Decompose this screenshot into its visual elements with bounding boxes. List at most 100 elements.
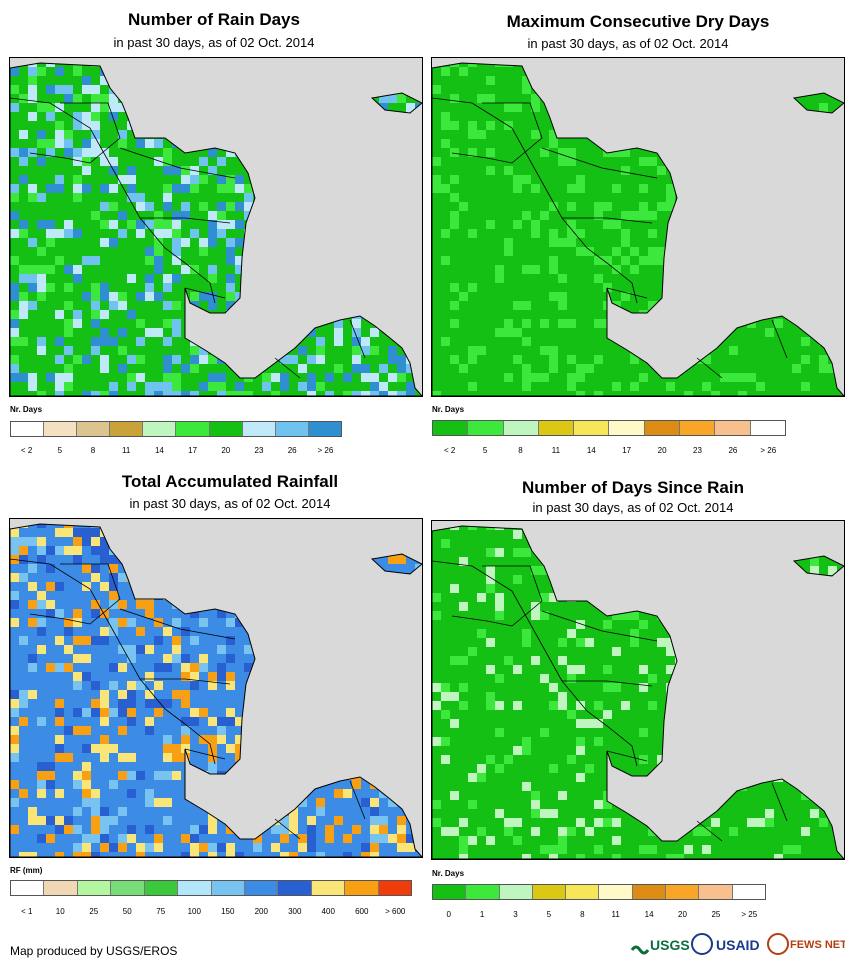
legend-label: 25 xyxy=(711,910,721,919)
legend-swatch xyxy=(433,421,469,435)
legend-swatch xyxy=(44,881,78,895)
legend-label: 200 xyxy=(254,907,268,916)
country-border xyxy=(451,565,543,627)
legend-label: 100 xyxy=(187,907,201,916)
legend-label: 5 xyxy=(57,446,63,455)
panel4-legend-title: Nr. Days xyxy=(432,869,465,878)
coastline xyxy=(10,62,422,396)
legend-label: 17 xyxy=(188,446,198,455)
country-border xyxy=(274,818,301,840)
legend-swatch xyxy=(538,421,575,435)
country-border xyxy=(119,147,236,179)
legend-swatch xyxy=(308,422,341,436)
legend-label: 20 xyxy=(657,446,667,455)
legend-label: 150 xyxy=(221,907,235,916)
panel1-title: Number of Rain Days xyxy=(128,10,300,29)
legend-swatch xyxy=(211,881,245,895)
legend-label: 14 xyxy=(644,910,654,919)
legend-label: 25 xyxy=(89,907,99,916)
usgs-logo-text: USGS xyxy=(650,937,690,953)
legend-swatch xyxy=(11,422,45,436)
legend-swatch xyxy=(278,881,312,895)
country-border xyxy=(274,357,301,379)
map-canvas xyxy=(432,62,844,396)
panel2-subtitle: in past 30 days, as of 02 Oct. 2014 xyxy=(527,36,729,51)
legend-swatch xyxy=(178,881,212,895)
legend-label: > 600 xyxy=(385,907,406,916)
country-border xyxy=(140,217,231,224)
legend-swatch xyxy=(599,885,633,899)
logos: USGS USAID FEWS NET xyxy=(630,930,847,960)
legend-swatch xyxy=(110,422,144,436)
legend-label: 26 xyxy=(287,446,297,455)
coastline xyxy=(432,62,844,396)
legend-swatch xyxy=(378,881,412,895)
legend-swatch xyxy=(499,885,533,899)
legend-swatch xyxy=(77,881,112,895)
map-canvas xyxy=(10,523,422,857)
legend-swatch xyxy=(77,422,111,436)
panel4-title: Number of Days Since Rain xyxy=(521,478,744,497)
legend-swatch xyxy=(732,885,765,899)
legend-label: > 26 xyxy=(317,446,334,455)
panel1-legend-labels: < 2 5 8 11 14 17 20 23 26 > 26 xyxy=(10,446,342,458)
legend-label: < 2 xyxy=(20,446,33,455)
legend-swatch xyxy=(666,885,700,899)
legend-swatch xyxy=(144,881,179,895)
credit-text: Map produced by USGS/EROS xyxy=(10,944,178,958)
panel2-title: Maximum Consecutive Dry Days xyxy=(506,12,770,31)
legend-swatch xyxy=(209,422,243,436)
country-border xyxy=(140,678,231,685)
country-border xyxy=(541,610,658,642)
legend-swatch xyxy=(566,885,600,899)
legend-swatch xyxy=(468,421,504,435)
panel1-subtitle: in past 30 days, as of 02 Oct. 2014 xyxy=(113,35,315,50)
country-border xyxy=(696,820,723,842)
legend-label: 10 xyxy=(55,907,65,916)
legend-label: 14 xyxy=(586,446,596,455)
country-border xyxy=(451,102,543,164)
legend-label: 8 xyxy=(518,446,523,455)
usaid-logo-text: USAID xyxy=(716,937,760,953)
legend-label: 0 xyxy=(446,910,451,919)
country-border xyxy=(696,357,723,379)
legend-label: 11 xyxy=(122,446,131,455)
legend-swatch xyxy=(44,422,78,436)
panel4-subtitle: in past 30 days, as of 02 Oct. 2014 xyxy=(532,500,734,515)
legend-swatch xyxy=(532,885,567,899)
legend-label: 11 xyxy=(611,910,620,919)
legend-swatch xyxy=(275,422,309,436)
country-border xyxy=(29,563,121,625)
legend-label: 20 xyxy=(678,910,687,919)
legend-label: < 2 xyxy=(444,446,456,455)
legend-label: < 1 xyxy=(21,907,33,916)
legend-label: 1 xyxy=(479,910,485,919)
panel4-legend-labels: 0 1 3 5 8 11 14 20 25 > 25 xyxy=(432,910,766,922)
country-border xyxy=(349,780,366,820)
legend-swatch xyxy=(750,421,785,435)
panel4-map[interactable] xyxy=(431,520,845,860)
country-border xyxy=(29,102,121,164)
panel2-map[interactable] xyxy=(431,57,845,397)
panel1-map[interactable] xyxy=(9,57,423,397)
legend-label: 11 xyxy=(551,446,561,455)
country-border xyxy=(541,147,658,179)
legend-swatch xyxy=(609,421,645,435)
panel2-legend-title: Nr. Days xyxy=(432,405,465,414)
legend-swatch xyxy=(632,885,667,899)
legend-swatch xyxy=(345,881,379,895)
panel3-legend-labels: < 1 10 25 50 75 100 150 200 300 400 600 > 600 xyxy=(10,907,412,919)
legend-label: 17 xyxy=(622,446,632,455)
legend-label: 600 xyxy=(355,907,369,916)
legend-label: 23 xyxy=(254,446,264,455)
country-border xyxy=(606,750,648,762)
panel2-legend-labels: < 2 5 8 11 14 17 20 23 26 > 26 xyxy=(432,446,786,458)
legend-label: 14 xyxy=(154,446,164,455)
panel3-map[interactable] xyxy=(9,518,423,858)
legend-label: 5 xyxy=(546,910,552,919)
panel3-subtitle: in past 30 days, as of 02 Oct. 2014 xyxy=(129,496,331,511)
panel3-legend-title: RF (mm) xyxy=(10,866,43,875)
country-border xyxy=(606,287,648,299)
country-border xyxy=(562,217,653,224)
fews-net-logo: FEWS NET xyxy=(767,933,847,955)
